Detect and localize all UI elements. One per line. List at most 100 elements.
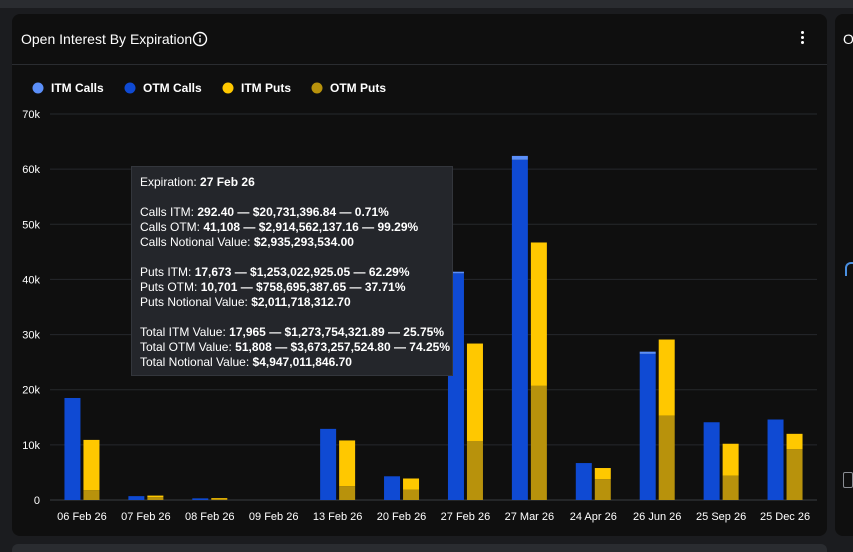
y-tick-label: 40k — [22, 274, 40, 286]
tooltip-expiration-value: 27 Feb 26 — [200, 175, 255, 189]
x-tick-label: 26 Jun 26 — [633, 511, 681, 523]
bar[interactable] — [320, 428, 337, 500]
legend-label: ITM Calls — [51, 81, 104, 95]
panel-title: Open Interest By Expiration — [21, 31, 193, 47]
bottom-panel-edge — [12, 544, 827, 552]
adjacent-panel-title: O — [843, 31, 853, 47]
x-tick-label: 06 Feb 26 — [57, 511, 107, 523]
bar[interactable] — [658, 415, 675, 500]
tooltip-calls-notional-value: $2,935,293,534.00 — [253, 235, 354, 249]
bar[interactable] — [384, 476, 401, 500]
legend-item[interactable]: OTM Puts — [311, 81, 387, 95]
scroll-handle-icon[interactable] — [843, 472, 853, 488]
y-tick-label: 20k — [22, 385, 40, 397]
legend-marker — [32, 82, 44, 94]
bar[interactable] — [83, 490, 100, 500]
bar[interactable] — [211, 498, 228, 500]
x-tick-label: 24 Apr 26 — [570, 511, 617, 523]
tooltip-total-otm-value: 51,808 — $3,673,257,524.80 — 74.25% — [235, 340, 450, 354]
tooltip-total-notional-value: $4,947,011,846.70 — [252, 355, 352, 369]
bar[interactable] — [786, 433, 803, 450]
tooltip-puts-notional-label: Puts Notional Value: — [140, 295, 248, 309]
tooltip-calls-itm-label: Calls ITM: — [140, 205, 194, 219]
legend-item[interactable]: ITM Calls — [32, 81, 105, 95]
more-options-icon[interactable] — [792, 29, 812, 49]
tooltip-total-otm-label: Total OTM Value: — [140, 340, 232, 354]
tooltip-total-itm-label: Total ITM Value: — [140, 325, 226, 339]
tooltip-puts-notional-value: $2,011,718,312.70 — [251, 295, 351, 309]
x-tick-label: 09 Feb 26 — [249, 511, 299, 523]
x-tick-label: 27 Mar 26 — [505, 511, 555, 523]
y-tick-label: 50k — [22, 219, 40, 231]
bar[interactable] — [192, 498, 209, 500]
bar[interactable] — [466, 440, 483, 500]
y-tick-label: 70k — [22, 109, 40, 121]
bar[interactable] — [703, 422, 720, 500]
tooltip-expiration-label: Expiration: — [140, 175, 197, 189]
tooltip-total-itm-value: 17,965 — $1,273,754,321.89 — 25.75% — [229, 325, 444, 339]
bar[interactable] — [339, 486, 356, 500]
x-tick-label: 20 Feb 26 — [377, 511, 427, 523]
info-icon[interactable] — [192, 31, 208, 47]
bar[interactable] — [466, 343, 483, 441]
bar[interactable] — [211, 498, 228, 499]
x-tick-label: 13 Feb 26 — [313, 511, 363, 523]
tooltip-calls-itm-value: 292.40 — $20,731,396.84 — 0.71% — [197, 205, 389, 219]
bar[interactable] — [339, 440, 356, 487]
legend-marker — [222, 82, 234, 94]
bar[interactable] — [722, 475, 739, 500]
tooltip-calls-otm-label: Calls OTM: — [140, 220, 200, 234]
top-panel-edge — [0, 0, 853, 8]
bar[interactable] — [403, 489, 420, 500]
x-tick-label: 25 Dec 26 — [760, 511, 810, 523]
legend-item[interactable]: ITM Puts — [222, 81, 292, 95]
bar[interactable] — [447, 271, 464, 274]
legend-item[interactable]: OTM Calls — [124, 81, 203, 95]
chart-tooltip: Expiration: 27 Feb 26 Calls ITM: 292.40 … — [131, 166, 453, 376]
bar[interactable] — [658, 339, 675, 416]
bar[interactable] — [403, 478, 420, 490]
x-tick-label: 08 Feb 26 — [185, 511, 235, 523]
panel-header: Open Interest By Expiration — [12, 14, 827, 65]
bar[interactable] — [639, 351, 656, 354]
legend-label: OTM Calls — [143, 81, 202, 95]
legend-label: OTM Puts — [330, 81, 386, 95]
bar[interactable] — [511, 159, 528, 501]
bar[interactable] — [594, 479, 611, 500]
adjacent-chart-line — [845, 262, 853, 276]
bar[interactable] — [128, 496, 145, 500]
x-tick-label: 25 Sep 26 — [696, 511, 746, 523]
tooltip-calls-notional-label: Calls Notional Value: — [140, 235, 251, 249]
open-interest-chart: ITM Calls OTM Calls ITM Puts OTM Puts 0 10k 20… — [22, 81, 817, 523]
adjacent-panel: O — [835, 14, 853, 536]
tooltip-puts-itm-value: 17,673 — $1,253,022,925.05 — 62.29% — [194, 265, 410, 279]
open-interest-panel: Open Interest By Expiration ITM Calls OTM… — [12, 14, 827, 536]
tooltip-puts-otm-value: 10,701 — $758,695,387.65 — 37.71% — [200, 280, 406, 294]
y-tick-label: 10k — [22, 440, 40, 452]
x-tick-label: 27 Feb 26 — [441, 511, 491, 523]
y-tick-label: 0 — [34, 495, 40, 507]
bar[interactable] — [639, 353, 656, 500]
bar[interactable] — [64, 397, 81, 500]
tooltip-total-notional-label: Total Notional Value: — [140, 355, 250, 369]
bar[interactable] — [767, 419, 784, 500]
bar[interactable] — [530, 385, 547, 500]
bar[interactable] — [722, 443, 739, 476]
legend-marker — [311, 82, 323, 94]
x-tick-label: 07 Feb 26 — [121, 511, 171, 523]
bar[interactable] — [575, 463, 592, 500]
tooltip-calls-otm-value: 41,108 — $2,914,562,137.16 — 99.29% — [203, 220, 419, 234]
tooltip-puts-itm-label: Puts ITM: — [140, 265, 192, 279]
bar[interactable] — [511, 155, 528, 160]
legend-label: ITM Puts — [241, 81, 291, 95]
y-tick-label: 60k — [22, 164, 40, 176]
legend-marker — [124, 82, 136, 94]
bar[interactable] — [83, 439, 100, 491]
bar[interactable] — [786, 449, 803, 500]
tooltip-puts-otm-label: Puts OTM: — [140, 280, 198, 294]
y-tick-label: 30k — [22, 330, 40, 342]
bar[interactable] — [147, 497, 164, 500]
bar[interactable] — [530, 242, 547, 386]
bar[interactable] — [594, 468, 611, 480]
bar[interactable] — [147, 495, 164, 498]
